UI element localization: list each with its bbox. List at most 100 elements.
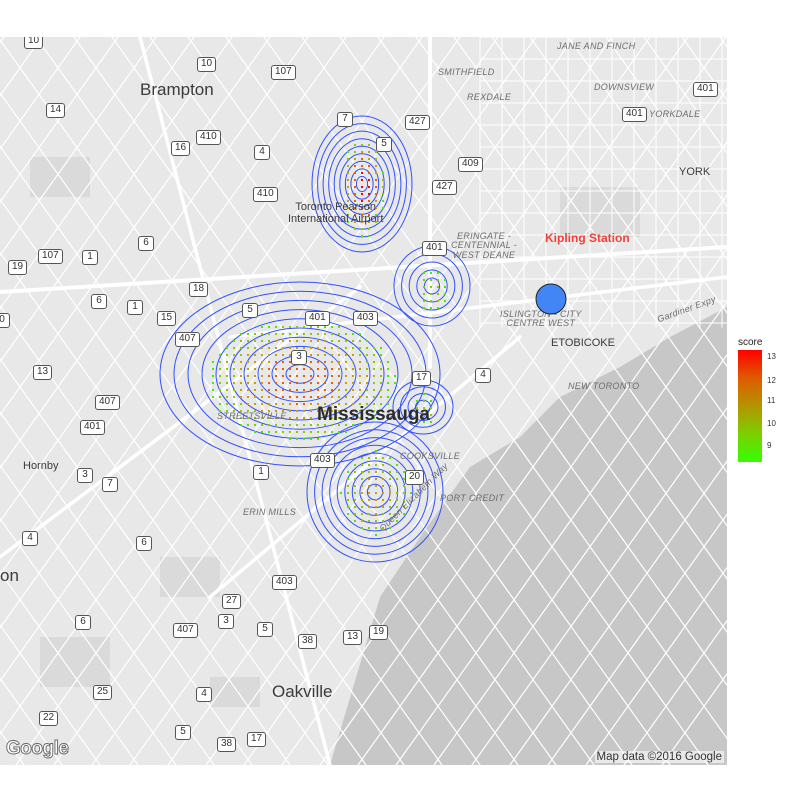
highway-shield: 107 [271, 65, 296, 80]
score-point [380, 403, 382, 405]
road-segment [0, 517, 177, 765]
place-label-jane-finch: JANE AND FINCH [557, 41, 636, 51]
road-segment [0, 464, 215, 765]
score-point [403, 485, 405, 487]
highway-shield: 403 [353, 311, 378, 326]
score-point [361, 207, 363, 209]
score-point [396, 520, 398, 522]
score-point [233, 410, 235, 412]
score-point [416, 407, 418, 409]
score-point [352, 382, 354, 384]
highway-shield: 403 [310, 453, 335, 468]
score-point [310, 326, 312, 328]
score-point [240, 417, 242, 419]
score-point [261, 403, 263, 405]
score-point [324, 368, 326, 370]
score-point [375, 464, 377, 466]
road-segment [0, 198, 405, 765]
score-point [382, 179, 384, 181]
score-point [296, 375, 298, 377]
score-point [324, 361, 326, 363]
legend-tick: 10 [767, 419, 776, 428]
score-point [444, 293, 446, 295]
score-point [352, 354, 354, 356]
score-point [289, 333, 291, 335]
kipling-station-marker[interactable] [0, 37, 727, 765]
score-point [375, 513, 377, 515]
score-point [331, 417, 333, 419]
road-segment [225, 37, 727, 740]
score-point [303, 417, 305, 419]
score-point [331, 396, 333, 398]
score-point [359, 368, 361, 370]
density-contour-mississauga-main [173, 290, 427, 458]
score-point [366, 340, 368, 342]
score-point [303, 410, 305, 412]
score-point [324, 417, 326, 419]
highway-shield: 403 [272, 575, 297, 590]
score-point [368, 520, 370, 522]
score-point [375, 450, 377, 452]
score-point [226, 410, 228, 412]
score-point [219, 368, 221, 370]
place-label-oakville: Oakville [272, 682, 333, 701]
road-segment [547, 513, 727, 765]
score-point [361, 158, 363, 160]
road-segment [415, 37, 727, 474]
map-canvas[interactable]: Brampton Mississauga Oakville Hornby Toronto… [0, 37, 727, 765]
highway-shield: 407 [173, 623, 198, 638]
score-point [354, 520, 356, 522]
score-point [368, 165, 370, 167]
highway-shield: 107 [38, 249, 63, 264]
score-point [430, 279, 432, 281]
score-point [254, 431, 256, 433]
score-point [382, 193, 384, 195]
score-point [430, 300, 432, 302]
density-contour-mississauga-main [243, 336, 357, 412]
score-point [282, 354, 284, 356]
score-point [324, 410, 326, 412]
score-point [366, 375, 368, 377]
highway-shield: 5 [175, 725, 191, 740]
score-point [317, 347, 319, 349]
score-point [338, 382, 340, 384]
score-point [396, 485, 398, 487]
score-point [368, 179, 370, 181]
score-point [247, 368, 249, 370]
score-point [289, 424, 291, 426]
score-point [268, 410, 270, 412]
legend-title: score [738, 337, 763, 348]
score-point [382, 207, 384, 209]
score-point [359, 340, 361, 342]
density-contour-mississauga-main [229, 327, 371, 421]
score-point [375, 534, 377, 536]
place-label-yorkdale: YORKDALE [649, 109, 701, 119]
score-point [354, 478, 356, 480]
highway-shield: 401 [80, 420, 105, 435]
score-point [268, 417, 270, 419]
score-point [275, 368, 277, 370]
score-point [430, 293, 432, 295]
score-point [368, 151, 370, 153]
road-segment [453, 37, 727, 421]
score-point [289, 354, 291, 356]
score-point [289, 368, 291, 370]
density-contour-west-deane [408, 261, 456, 311]
score-point [366, 396, 368, 398]
score-point [366, 410, 368, 412]
score-point [437, 307, 439, 309]
score-point [317, 333, 319, 335]
score-point [331, 382, 333, 384]
score-point [275, 431, 277, 433]
score-point [359, 396, 361, 398]
score-point [338, 375, 340, 377]
score-point [375, 179, 377, 181]
score-point [303, 340, 305, 342]
score-point [268, 333, 270, 335]
score-point [368, 186, 370, 188]
highway-shield: 410 [253, 187, 278, 202]
density-contour-airport [355, 175, 369, 193]
density-contour-south [321, 437, 429, 547]
score-point [226, 389, 228, 391]
score-point [289, 417, 291, 419]
